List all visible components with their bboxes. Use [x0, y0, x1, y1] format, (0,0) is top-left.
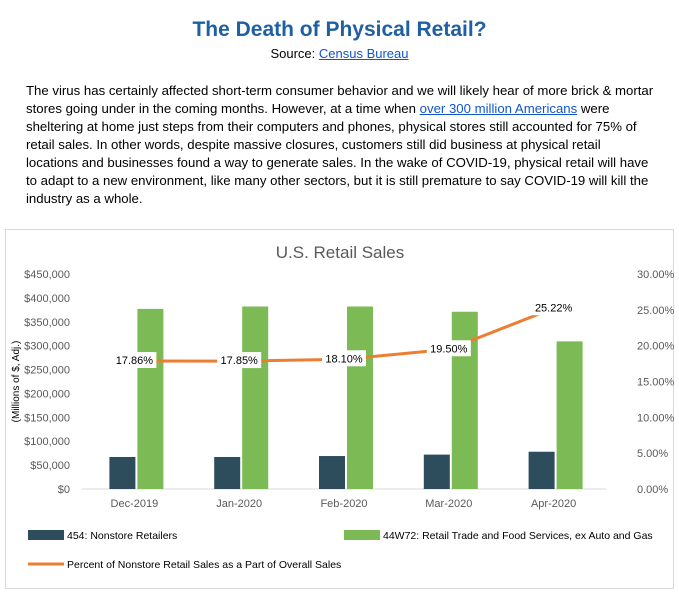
americans-link[interactable]: over 300 million Americans: [419, 101, 578, 116]
y-tick-label: $450,000: [24, 269, 70, 281]
bar-nonstore: [109, 456, 136, 489]
y-tick-label: $300,000: [24, 341, 70, 353]
x-tick-label: Mar-2020: [425, 498, 472, 510]
x-tick-label: Jan-2020: [216, 498, 262, 510]
source-prefix: Source:: [270, 46, 319, 61]
legend-label-retail-trade: 44W72: Retail Trade and Food Services, e…: [383, 530, 653, 542]
data-label: 18.10%: [325, 353, 363, 365]
y-tick-label: $0: [58, 484, 70, 496]
data-label: 19.50%: [430, 343, 468, 355]
data-label-bg: [217, 352, 262, 369]
y2-tick-label: 0.00%: [637, 484, 668, 496]
data-label-bg: [322, 350, 366, 367]
article-paragraph: The virus has certainly affected short-t…: [26, 82, 656, 208]
y2-tick-label: 15.00%: [637, 377, 675, 389]
legend-swatch-retail-trade: [344, 530, 380, 540]
y2-tick-label: 30.00%: [637, 269, 675, 281]
bar-retail-trade: [137, 308, 164, 489]
data-label: 17.85%: [221, 355, 259, 367]
bar-retail-trade: [556, 341, 583, 489]
data-label-bg: [426, 340, 471, 357]
data-label: 17.86%: [116, 355, 154, 367]
bar-nonstore: [319, 456, 345, 489]
y-tick-label: $150,000: [24, 412, 70, 424]
bar-retail-trade: [242, 306, 269, 489]
source-link[interactable]: Census Bureau: [318, 46, 409, 61]
bar-nonstore: [214, 456, 241, 489]
y-tick-label: $250,000: [24, 365, 70, 377]
data-label-bg: [531, 299, 576, 316]
chart-container: U.S. Retail Sales $0 $50,000 $100,000 $150,0…: [5, 229, 675, 589]
article-text-2: were sheltering at home just steps from …: [26, 101, 649, 206]
y-axis-label: (Millions of $, Adj.): [11, 341, 22, 423]
x-tick-label: Feb-2020: [320, 498, 367, 510]
bar-nonstore: [528, 451, 555, 489]
source-line: Source: Census Bureau: [0, 46, 679, 61]
page-title: The Death of Physical Retail?: [192, 18, 487, 41]
article-text-1: The virus has certainly affected short-t…: [26, 83, 654, 116]
y-tick-label: $400,000: [24, 293, 70, 305]
x-tick-label: Apr-2020: [531, 498, 576, 510]
y-tick-label: $350,000: [24, 317, 70, 329]
data-label-bg: [112, 352, 157, 369]
legend-swatch-nonstore: [28, 530, 64, 540]
bar-retail-trade: [347, 306, 373, 489]
bar-nonstore: [423, 454, 450, 489]
y2-tick-label: 10.00%: [637, 412, 675, 424]
y2-tick-label: 20.00%: [637, 341, 675, 353]
chart-title: U.S. Retail Sales: [276, 243, 405, 262]
legend-label-nonstore: 454: Nonstore Retailers: [67, 530, 177, 542]
y-tick-label: $50,000: [30, 460, 70, 472]
y2-tick-label: 25.00%: [637, 305, 675, 317]
y-tick-label: $100,000: [24, 436, 70, 448]
x-tick-label: Dec-2019: [111, 498, 159, 510]
data-label: 25.22%: [535, 302, 573, 314]
retail-sales-chart: U.S. Retail Sales $0 $50,000 $100,000 $150,0…: [11, 243, 675, 571]
y-tick-label: $200,000: [24, 388, 70, 400]
legend-label-percent: Percent of Nonstore Retail Sales as a Pa…: [67, 559, 341, 571]
y2-tick-label: 5.00%: [637, 448, 668, 460]
